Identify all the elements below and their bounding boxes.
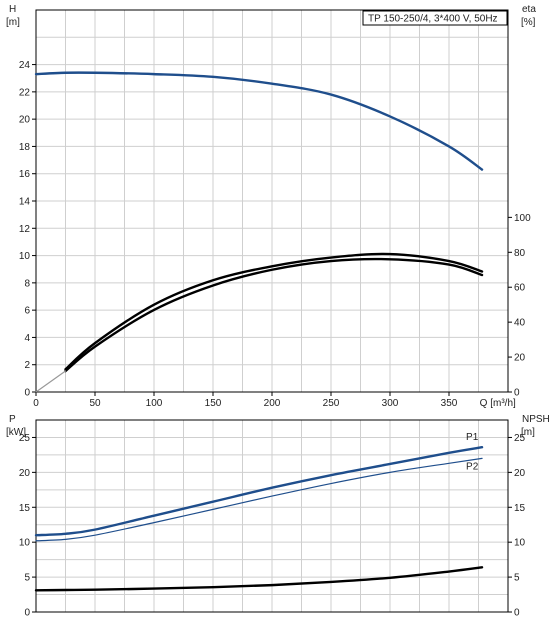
lower-series-line bbox=[34, 446, 484, 537]
lower-left-tick-label: 20 bbox=[19, 468, 31, 479]
upper-series-line bbox=[34, 71, 484, 171]
upper-left-tick-label: 2 bbox=[24, 360, 30, 371]
lower-right-tick-label: 25 bbox=[514, 433, 526, 444]
lower-left-axis-unit: [kW] bbox=[6, 427, 26, 438]
upper-series-line bbox=[35, 370, 67, 393]
x-tick-label: 300 bbox=[382, 398, 399, 409]
upper-right-tick-label: 0 bbox=[514, 388, 520, 399]
lower-left-tick-label: 5 bbox=[24, 573, 30, 584]
upper-left-tick-label: 16 bbox=[19, 169, 31, 180]
lower-left-tick-label: 25 bbox=[19, 433, 31, 444]
lower-right-tick-label: 20 bbox=[514, 468, 526, 479]
upper-left-axis-label: H bbox=[9, 4, 16, 15]
lower-plot-frame bbox=[35, 419, 509, 613]
upper-right-tick-label: 80 bbox=[514, 248, 526, 259]
upper-series-line bbox=[64, 257, 484, 373]
lower-left-tick-label: 10 bbox=[19, 538, 31, 549]
upper-right-axis-unit: [%] bbox=[521, 17, 536, 28]
upper-series-line bbox=[35, 72, 67, 75]
x-tick-label: 50 bbox=[89, 398, 101, 409]
upper-right-axis-label: eta bbox=[522, 4, 536, 15]
upper-left-axis-unit: [m] bbox=[6, 17, 20, 28]
lower-right-tick-label: 0 bbox=[514, 608, 520, 619]
upper-left-tick-label: 12 bbox=[19, 224, 31, 235]
x-tick-label: 350 bbox=[441, 398, 458, 409]
upper-left-tick-label: 24 bbox=[19, 60, 31, 71]
upper-left-tick-label: 6 bbox=[24, 306, 30, 317]
x-tick-label: 0 bbox=[33, 398, 39, 409]
lower-right-axis-unit: [m] bbox=[521, 427, 535, 438]
x-tick-label: 250 bbox=[323, 398, 340, 409]
upper-left-tick-label: 8 bbox=[24, 278, 30, 289]
upper-left-tick-label: 0 bbox=[24, 388, 30, 399]
lower-series-name-label: P2 bbox=[466, 461, 479, 472]
lower-series-line bbox=[34, 566, 484, 592]
upper-right-tick-label: 40 bbox=[514, 318, 526, 329]
upper-right-tick-label: 60 bbox=[514, 283, 526, 294]
upper-left-tick-label: 14 bbox=[19, 197, 31, 208]
upper-right-tick-label: 20 bbox=[514, 353, 526, 364]
x-axis-label: Q [m³/h] bbox=[480, 398, 516, 409]
upper-left-tick-label: 4 bbox=[24, 333, 30, 344]
lower-right-tick-label: 5 bbox=[514, 573, 520, 584]
upper-left-tick-label: 10 bbox=[19, 251, 31, 262]
lower-left-tick-label: 15 bbox=[19, 503, 31, 514]
x-tick-label: 100 bbox=[146, 398, 163, 409]
lower-right-tick-label: 15 bbox=[514, 503, 526, 514]
upper-left-tick-label: 18 bbox=[19, 142, 31, 153]
chart-title: TP 150-250/4, 3*400 V, 50Hz bbox=[368, 14, 498, 25]
x-tick-label: 200 bbox=[264, 398, 281, 409]
chart-title-box bbox=[362, 10, 508, 26]
upper-left-tick-label: 20 bbox=[19, 115, 31, 126]
lower-series-name-label: P1 bbox=[466, 432, 479, 443]
x-tick-label: 150 bbox=[205, 398, 222, 409]
upper-left-tick-label: 22 bbox=[19, 87, 31, 98]
upper-series-line bbox=[64, 252, 484, 371]
lower-right-tick-label: 10 bbox=[514, 538, 526, 549]
upper-right-tick-label: 100 bbox=[514, 213, 531, 224]
lower-left-tick-label: 0 bbox=[24, 608, 30, 619]
lower-right-axis-label: NPSH bbox=[522, 414, 550, 425]
lower-series-line bbox=[35, 457, 483, 542]
lower-left-axis-label: P bbox=[9, 414, 16, 425]
